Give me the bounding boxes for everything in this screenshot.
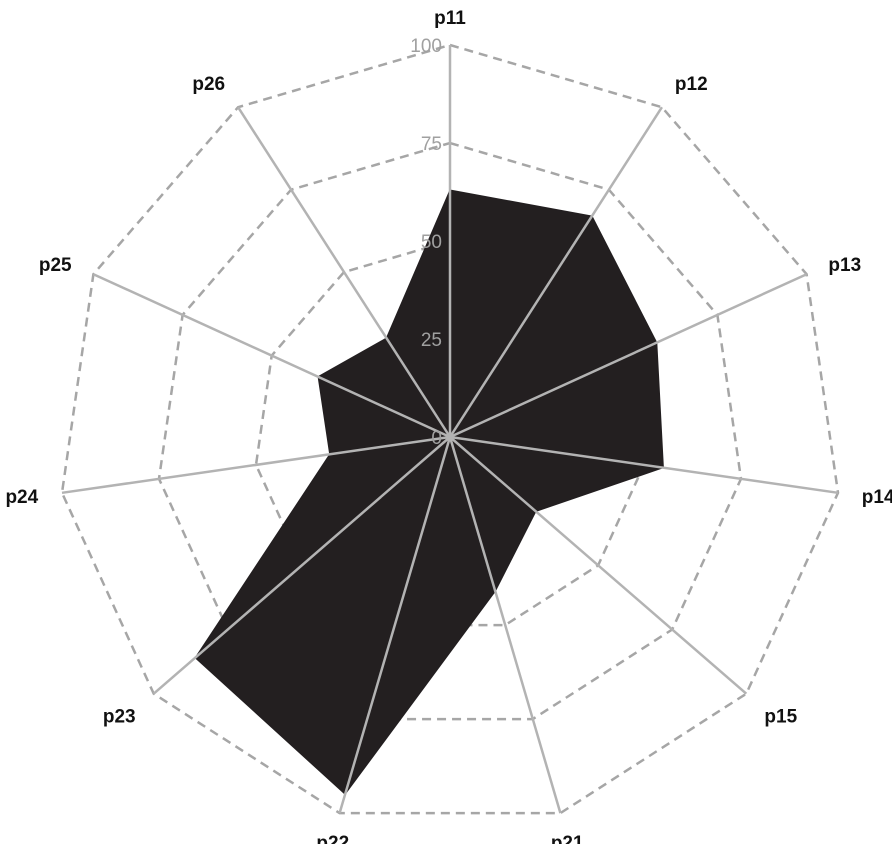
category-label-p21: p21 <box>551 833 584 844</box>
category-label-p23: p23 <box>103 706 136 727</box>
category-label-p26: p26 <box>192 74 225 95</box>
spoke-p15 <box>449 436 748 695</box>
series-layer <box>194 189 665 796</box>
spoke-p24 <box>61 435 451 495</box>
spoke-p25 <box>92 273 451 439</box>
tick-label-50: 50 <box>421 232 442 253</box>
category-labels: p11 p12 p13 p14 p15 p21 p22 p23 p24 p25 p26 <box>5 8 892 844</box>
spoke-p22 <box>338 436 452 814</box>
tick-label-25: 25 <box>421 330 442 351</box>
spoke-p26 <box>237 106 452 438</box>
spoke-p13 <box>449 273 808 439</box>
category-label-p22: p22 <box>316 833 349 844</box>
category-label-p14: p14 <box>862 487 892 508</box>
category-label-p15: p15 <box>764 706 797 727</box>
tick-label-100: 100 <box>410 36 442 57</box>
category-label-p13: p13 <box>828 255 861 276</box>
category-label-p12: p12 <box>675 74 708 95</box>
tick-labels: 0 25 50 75 100 <box>410 36 442 449</box>
category-label-p25: p25 <box>39 255 72 276</box>
spoke-p23 <box>152 436 451 695</box>
grid-ring-75 <box>157 141 743 721</box>
category-label-p24: p24 <box>5 487 38 508</box>
spoke-p12 <box>448 106 663 438</box>
spoke-p21 <box>448 436 562 814</box>
tick-label-0: 0 <box>431 428 442 449</box>
category-label-p11: p11 <box>434 8 466 29</box>
spoke-layer <box>61 45 839 814</box>
series-area <box>194 189 664 796</box>
tick-label-75: 75 <box>421 134 442 155</box>
spoke-p14 <box>449 435 839 495</box>
